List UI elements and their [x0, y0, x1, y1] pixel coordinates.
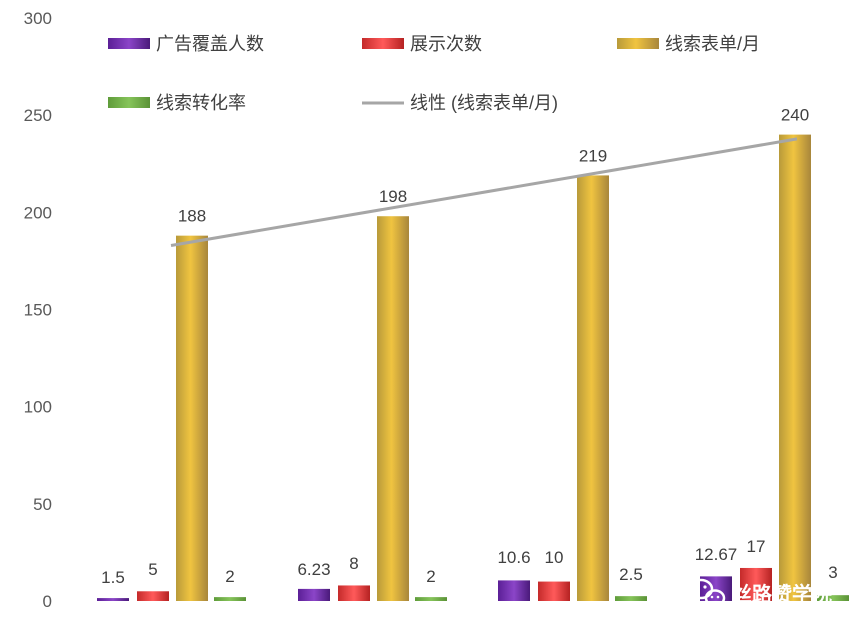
data-label: 8: [349, 554, 358, 573]
wechat-icon: [688, 578, 726, 607]
y-tick-label: 200: [24, 203, 52, 222]
legend-swatch: [108, 38, 150, 49]
bar: [779, 134, 811, 601]
data-label: 17: [747, 537, 766, 556]
legend-swatch: [617, 38, 659, 49]
y-tick-label: 250: [24, 106, 52, 125]
legend-label: 线索转化率: [156, 93, 246, 113]
bar: [577, 175, 609, 601]
legend-swatch: [362, 38, 404, 49]
bar: [377, 216, 409, 601]
bar: [498, 580, 530, 601]
data-label: 2: [426, 567, 435, 586]
legend-item: 展示次数: [362, 34, 482, 54]
data-label: 10.6: [497, 548, 530, 567]
legend-item: 线索转化率: [108, 93, 246, 113]
bar: [298, 588, 330, 601]
bar: [214, 597, 246, 601]
legend-label: 线性 (线索表单/月): [410, 93, 558, 113]
data-label: 240: [781, 106, 809, 125]
trendline: [170, 137, 798, 247]
bars: [97, 134, 849, 602]
watermark: 丝路赞学院: [688, 578, 832, 607]
data-label: 2: [225, 567, 234, 586]
legend-label: 线索表单/月: [665, 34, 760, 54]
y-tick-label: 300: [24, 9, 52, 28]
bar: [740, 567, 772, 601]
data-label: 1.5: [101, 568, 125, 587]
trendline-line: [170, 137, 798, 247]
bar: [817, 595, 849, 601]
legend-item: 线性 (线索表单/月): [362, 93, 558, 113]
y-tick-label: 0: [43, 592, 52, 611]
bar: [137, 591, 169, 601]
y-axis: 0 50 100 150 200 250 300: [24, 9, 52, 611]
data-labels: 1.5 6.23 10.6 12.67 5 8 10 17 188 198 219 240 2 2 2.5 3: [101, 106, 838, 587]
y-tick-label: 100: [24, 398, 52, 417]
bar: [538, 581, 570, 601]
data-label: 5: [148, 560, 157, 579]
bar: [338, 585, 370, 601]
data-label: 198: [379, 187, 407, 206]
legend-label: 广告覆盖人数: [156, 34, 264, 54]
y-tick-label: 50: [33, 495, 52, 514]
data-label: 219: [579, 146, 607, 165]
data-label: 6.23: [297, 560, 330, 579]
data-label: 12.67: [695, 545, 738, 564]
bar: [176, 235, 208, 602]
bar: [415, 597, 447, 601]
y-tick-label: 150: [24, 301, 52, 320]
data-label: 2.5: [619, 565, 643, 584]
data-label: 3: [828, 563, 837, 582]
watermark-text: 丝路赞学院: [732, 582, 832, 606]
bar: [97, 598, 129, 601]
bar: [615, 596, 647, 601]
legend-item: 线索表单/月: [617, 34, 760, 54]
data-label: 10: [545, 548, 564, 567]
legend-swatch: [108, 97, 150, 108]
legend-label: 展示次数: [410, 34, 482, 54]
legend-item: 广告覆盖人数: [108, 34, 264, 54]
data-label: 188: [178, 207, 206, 226]
